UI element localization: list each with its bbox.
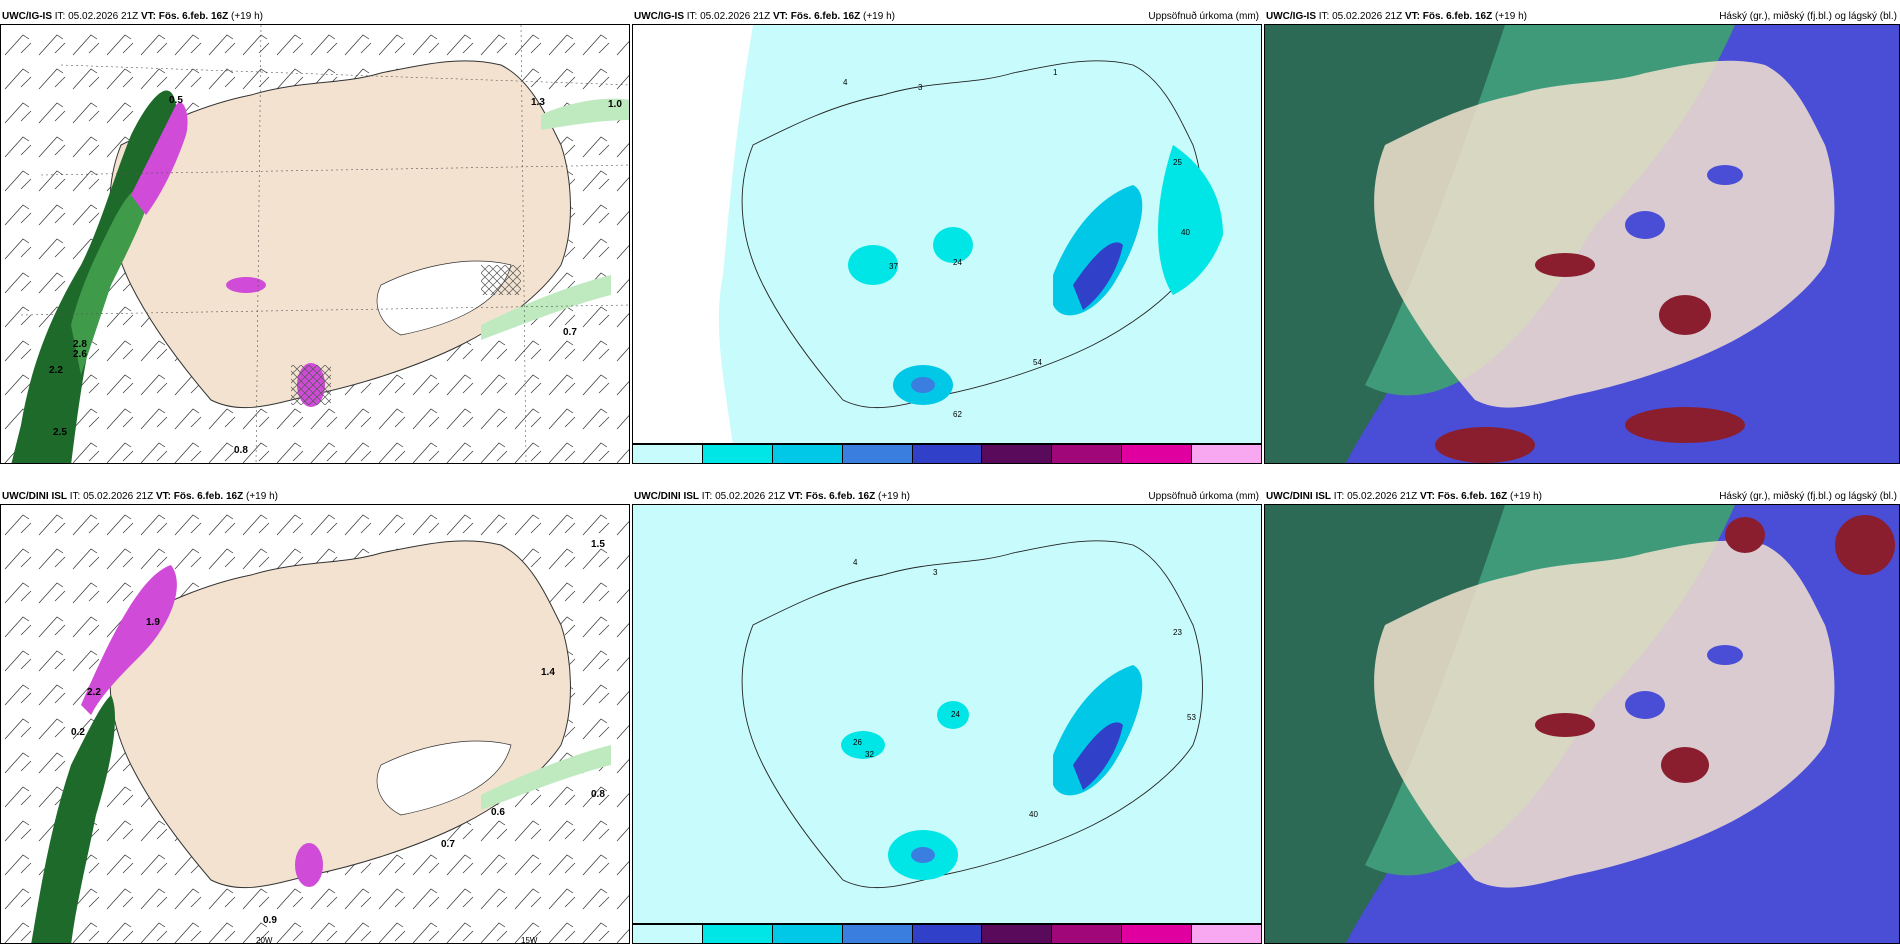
wind-value: 1.4 [541,667,555,678]
precip-value: 32 [865,750,874,759]
precip-value: 23 [1173,628,1182,637]
wind-value: 1.9 [146,617,160,628]
colorbar [632,924,1262,944]
wind-value: 0.6 [491,807,505,818]
wind-value: 2.6 [73,349,87,360]
precip-value: 1 [1053,68,1058,77]
precip-map: 4 3 1 37 24 54 62 25 40 [718,25,1261,443]
precip-value: 24 [953,258,962,267]
map-frame: 4 3 1 37 24 54 62 25 40 [632,24,1262,444]
wind-value: 2.5 [53,427,67,438]
wind-value: 1.5 [591,539,605,550]
wind-map: 1.5 1.9 2.2 0.2 1.4 0.6 0.7 0.9 0.8 20W … [1,505,629,944]
map-frame: 1.5 1.9 2.2 0.2 1.4 0.6 0.7 0.9 0.8 20W … [0,504,630,944]
colorbar-ticks: 1 10 25 50 75 100 150 200 400 [632,464,1262,465]
wind-value: 0.8 [234,445,248,456]
panel-header: UWC/DINI ISL IT: 05.02.2026 21Z VT: Fös.… [634,491,910,502]
precip-value: 4 [853,558,858,567]
panel-precip-top: UWC/IG-IS IT: 05.02.2026 21Z VT: Fös. 6.… [632,10,1262,465]
wind-value: 0.9 [263,915,277,926]
panel-title: Háský (gr.), miðský (fj.bl.) og lágský (… [1719,11,1897,22]
panel-header: UWC/IG-IS IT: 05.02.2026 21Z VT: Fös. 6.… [2,11,263,22]
panel-clouds-top: UWC/IG-IS IT: 05.02.2026 21Z VT: Fös. 6.… [1264,10,1900,465]
panel-title: Uppsöfnuð úrkoma (mm) [1148,491,1259,502]
map-frame [1264,24,1900,464]
panel-title: Háský (gr.), miðský (fj.bl.) og lágský (… [1719,491,1897,502]
map-frame: 0.5 1.3 1.0 2.8 2.6 2.2 2.5 0.8 0.7 20W … [0,24,630,464]
precip-value: 62 [953,410,962,419]
panel-header: UWC/DINI ISL IT: 05.02.2026 21Z VT: Fös.… [1266,491,1542,502]
wind-value: 2.2 [49,365,63,376]
axis-label: 20W [256,936,273,944]
wind-value: 0.5 [169,95,183,106]
wind-value: 2.2 [87,687,101,698]
cloud-map [1265,505,1895,943]
colorbar [632,444,1262,464]
precip-value: 25 [1173,158,1182,167]
wind-value: 1.3 [531,97,545,108]
wind-value: 0.7 [563,327,577,338]
wind-value: 0.8 [591,789,605,800]
panel-title: Uppsöfnuð úrkoma (mm) [1148,11,1259,22]
precip-value: 37 [889,262,898,271]
axis-label: 15W [521,936,538,944]
map-frame: 4 3 26 32 24 40 23 53 [632,504,1262,924]
wind-value: 1.0 [608,99,622,110]
panel-clouds-bottom: UWC/DINI ISL IT: 05.02.2026 21Z VT: Fös.… [1264,490,1900,945]
panel-precip-bottom: UWC/DINI ISL IT: 05.02.2026 21Z VT: Fös.… [632,490,1262,945]
panel-header: UWC/IG-IS IT: 05.02.2026 21Z VT: Fös. 6.… [1266,11,1527,22]
panel-header: UWC/DINI ISL IT: 05.02.2026 21Z VT: Fös.… [2,491,278,502]
precip-value: 3 [918,83,923,92]
precip-value: 26 [853,738,862,747]
panel-header: UWC/IG-IS IT: 05.02.2026 21Z VT: Fös. 6.… [634,11,895,22]
precip-value: 3 [933,568,938,577]
precip-value: 4 [843,78,848,87]
panel-wind-bottom: UWC/DINI ISL IT: 05.02.2026 21Z VT: Fös.… [0,490,630,945]
precip-value: 24 [951,710,960,719]
precip-value: 53 [1187,713,1196,722]
precip-value: 40 [1181,228,1190,237]
wind-map: 0.5 1.3 1.0 2.8 2.6 2.2 2.5 0.8 0.7 20W … [1,25,629,463]
wind-value: 2.8 [73,339,87,350]
precip-value: 40 [1029,810,1038,819]
wind-value: 0.2 [71,727,85,738]
precip-value: 54 [1033,358,1042,367]
panel-wind-top: UWC/IG-IS IT: 05.02.2026 21Z VT: Fös. 6.… [0,10,630,465]
colorbar-ticks: 1 10 25 50 75 100 150 200 400 [632,944,1262,945]
map-frame [1264,504,1900,944]
precip-map: 4 3 26 32 24 40 23 53 [633,505,1261,923]
cloud-map [1265,25,1835,463]
wind-value: 0.7 [441,839,455,850]
